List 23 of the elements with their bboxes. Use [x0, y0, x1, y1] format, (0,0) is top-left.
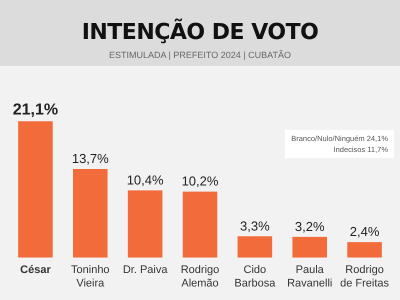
bar [347, 242, 382, 258]
bar [238, 236, 272, 258]
x-tick-label: Toninho Vieira [71, 264, 110, 290]
x-tick-label: César [20, 264, 52, 276]
chart-subtitle: ESTIMULADA | PREFEITO 2024 | CUBATÃO [108, 50, 292, 60]
data-label: 2,4% [350, 224, 380, 240]
bar [73, 169, 108, 258]
chart-title: INTENÇÃO DE VOTO [80, 18, 320, 46]
x-tick-label: Rodrigo Alemão [180, 264, 220, 290]
data-label: 10,2% [182, 174, 219, 189]
x-tick-label: Paula Ravanelli [287, 264, 332, 290]
x-tick-label: Rodrigo de Freitas [340, 264, 390, 290]
bar [182, 192, 218, 258]
data-label: 10,4% [126, 172, 164, 188]
x-tick-label: Dr. Paiva [122, 264, 168, 276]
bar [18, 121, 53, 258]
data-label: 3,3% [240, 218, 270, 234]
bar [128, 190, 162, 258]
data-label: 21,1% [12, 102, 58, 119]
data-label: 3,2% [294, 218, 325, 234]
data-label: 13,7% [72, 151, 110, 166]
bar [292, 236, 327, 258]
x-tick-label: Cido Barbosa [234, 264, 276, 290]
